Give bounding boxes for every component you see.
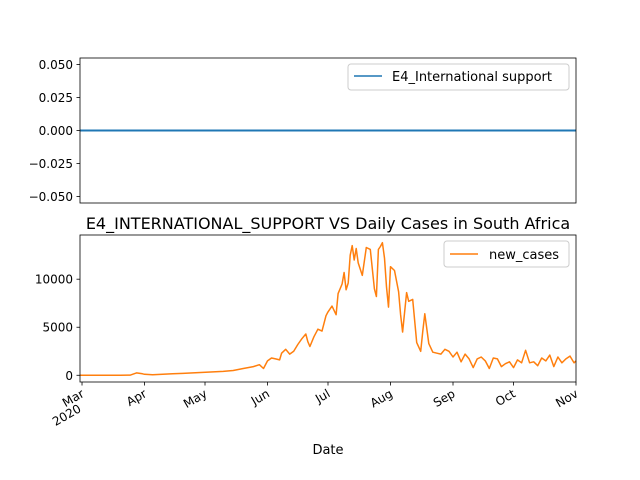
bottom-legend: new_cases — [443, 240, 570, 268]
top-y-tick-label: −0.025 — [29, 157, 73, 171]
bottom-axes-frame — [79, 234, 577, 383]
top-y-tick-label: 0.050 — [39, 58, 73, 72]
top-y-ticks: 0.050 0.025 0.000 −0.025 −0.050 — [29, 58, 80, 204]
bottom-legend-box — [443, 240, 570, 268]
bottom-series-group — [80, 241, 577, 377]
top-y-tick-label: 0.000 — [39, 124, 73, 138]
bottom-y-tick-label: 0 — [65, 369, 73, 383]
top-y-tick-label: −0.050 — [29, 190, 73, 204]
top-legend-label: E4_International support — [392, 70, 552, 85]
chart-title: E4_INTERNATIONAL_SUPPORT VS Daily Cases … — [86, 214, 570, 234]
bottom-y-tick-label: 5000 — [42, 321, 73, 335]
bottom-y-ticks: 0 5000 10000 — [35, 273, 80, 383]
new-cases-line — [80, 241, 577, 377]
top-axes: 0.050 0.025 0.000 −0.025 −0.050 E4_Internati… — [29, 57, 577, 204]
bottom-axes: E4_INTERNATIONAL_SUPPORT VS Daily Cases … — [35, 214, 581, 458]
top-legend-box — [347, 63, 570, 91]
bottom-legend-label: new_cases — [489, 248, 559, 263]
x-tick-label: Jul — [312, 386, 332, 406]
top-legend: E4_International support — [347, 63, 570, 91]
bottom-y-tick-label: 10000 — [35, 273, 73, 287]
top-y-tick-label: 0.025 — [39, 91, 73, 105]
x-axis-label: Date — [312, 443, 343, 458]
top-axes-frame — [79, 57, 577, 204]
